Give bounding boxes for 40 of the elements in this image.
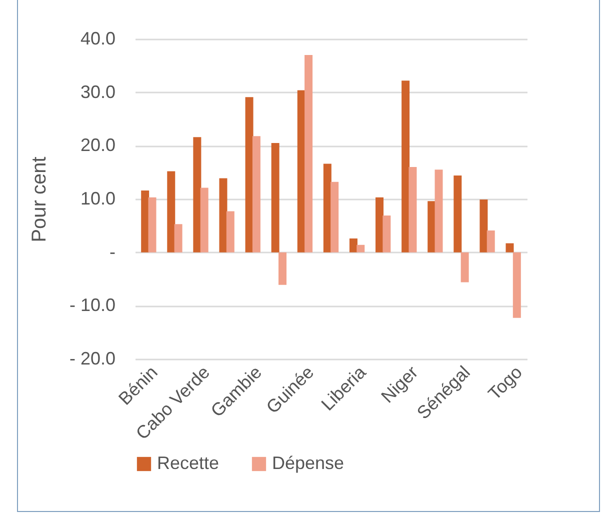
bar [271,143,280,252]
bar [141,190,150,252]
bar [349,238,358,252]
bar [460,252,469,282]
bar [304,55,313,252]
bar [356,244,365,252]
bar [506,243,514,252]
y-tick-label: - [110,242,116,262]
bar [167,171,176,252]
bar [428,201,436,252]
bar [193,137,202,252]
legend-label: Recette [157,453,220,473]
y-tick-label: 20.0 [80,135,116,156]
bar [480,200,488,252]
bar [402,80,410,252]
y-tick-label: 30.0 [80,82,116,102]
bar [323,164,332,252]
y-tick-label: - 20.0 [69,348,116,368]
bar [330,182,339,252]
bar [382,216,391,252]
y-axis-title: Pour cent [28,156,50,242]
bar [434,170,443,252]
y-tick-label: 40.0 [80,28,116,48]
legend-label: Dépense [272,453,344,473]
bar [252,136,260,252]
y-tick-label: 10.0 [80,188,116,208]
bar [376,197,384,252]
x-tick-label: Togo [484,362,526,404]
bar [200,188,208,252]
bar [148,197,156,252]
bar [278,252,286,285]
bar [174,224,182,252]
bar [219,178,228,252]
bar [512,252,521,318]
bar [245,97,254,252]
bar [226,211,234,252]
bar [486,230,495,252]
bar [408,167,417,252]
y-tick-label: - 10.0 [69,295,116,316]
bar [454,176,462,252]
